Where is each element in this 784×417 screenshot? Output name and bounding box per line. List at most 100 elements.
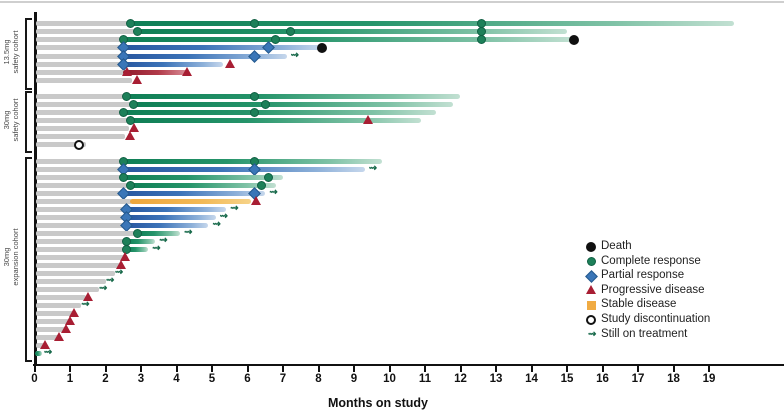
still-on-treatment-icon: ⇝ <box>159 235 168 246</box>
x-axis-tick <box>424 366 426 372</box>
lead-in-bar <box>36 20 133 26</box>
legend-icon-box <box>584 269 598 283</box>
complete-response-icon <box>257 180 267 190</box>
still-on-treatment-icon: ⇝ <box>81 299 90 310</box>
legend-label: Death <box>601 240 632 252</box>
cohort-bracket <box>25 91 32 154</box>
x-axis-tick <box>601 366 604 372</box>
lead-in-bar <box>36 158 126 164</box>
lead-in-bar <box>36 93 129 99</box>
legend-label: Partial response <box>601 269 685 282</box>
complete-response-icon <box>271 35 281 45</box>
cohort-label-line: 30mg <box>2 247 11 267</box>
x-axis-tick <box>104 366 107 372</box>
swimmer-bar-blue <box>126 206 227 212</box>
lead-in-bar <box>36 222 129 228</box>
progressive-disease-icon <box>363 114 374 124</box>
x-axis-tick <box>317 366 320 372</box>
swimmer-bar-green <box>126 246 149 252</box>
lead-in-bar <box>36 262 120 268</box>
lead-in-bar <box>36 214 129 220</box>
cohort-bracket <box>25 18 32 90</box>
complete-response-icon <box>250 91 260 101</box>
legend-icon-box: ⇝ <box>584 328 598 342</box>
still-on-treatment-icon: ⇝ <box>230 203 239 214</box>
progressive-disease-icon <box>116 259 127 269</box>
x-axis-title: Months on study <box>328 396 428 410</box>
x-axis-tick-label: 19 <box>702 372 716 385</box>
x-axis-tick <box>637 366 639 372</box>
lead-in-bar <box>36 109 126 115</box>
complete-response-icon <box>285 26 295 36</box>
x-axis-tick-label: 3 <box>137 372 145 385</box>
x-axis-tick-label: 16 <box>596 372 609 385</box>
progressive-disease-icon <box>132 75 143 85</box>
figure-top-rule <box>0 1 784 3</box>
swimmer-bar-green <box>137 28 567 34</box>
progressive-disease-icon <box>121 67 132 77</box>
swimmer-bar-green <box>126 93 461 99</box>
x-axis-tick-label: 0 <box>31 372 38 385</box>
x-axis-tick-label: 12 <box>454 372 467 385</box>
progressive-disease-icon <box>54 331 65 341</box>
lead-in-bar <box>36 28 140 34</box>
x-axis-tick <box>282 366 284 372</box>
still-on-treatment-icon: ⇝ <box>98 283 108 294</box>
legend-item-death: Death <box>584 240 744 254</box>
lead-in-bar <box>36 190 126 196</box>
legend-item-disc: Study discontinuation <box>584 313 744 327</box>
x-axis-tick <box>388 366 391 372</box>
progressive-disease-icon <box>61 323 72 333</box>
stable-disease-icon <box>586 300 596 310</box>
lead-in-bar <box>36 78 133 84</box>
lead-in-bar <box>36 70 126 76</box>
still-on-treatment-icon: ⇝ <box>114 267 124 278</box>
x-axis-tick <box>353 366 355 372</box>
lead-in-bar <box>36 45 126 51</box>
partial-response-icon <box>584 269 598 283</box>
legend-icon-box <box>584 240 598 254</box>
x-axis-tick <box>246 366 249 372</box>
lead-in-bar <box>36 238 129 244</box>
x-axis-tick-label: 9 <box>350 372 358 385</box>
progressive-disease-icon <box>40 339 51 349</box>
cohort-label-line: expansion cohort <box>11 228 20 286</box>
cohort-label: 30mg expansion cohort <box>2 207 20 307</box>
swimmer-bar-green <box>126 238 156 244</box>
progressive-disease-icon <box>586 285 596 295</box>
complete-response-icon <box>125 18 135 28</box>
lead-in-bar <box>36 318 71 324</box>
death-marker-icon <box>569 34 580 45</box>
x-axis-tick-label: 14 <box>525 372 538 385</box>
lead-in-bar <box>36 206 129 212</box>
lead-in-bar <box>36 294 87 300</box>
progressive-disease-icon <box>68 307 79 317</box>
y-axis-line <box>34 12 37 364</box>
lead-in-bar <box>36 270 115 276</box>
complete-response-icon <box>132 26 142 36</box>
lead-in-bar <box>36 198 133 204</box>
cohort-bracket <box>25 156 32 362</box>
x-axis-tick <box>530 366 533 372</box>
still-on-treatment-icon: ⇝ <box>219 211 229 222</box>
legend-icon-box <box>584 313 598 327</box>
death-marker-icon <box>586 242 596 252</box>
x-axis-tick <box>459 366 462 372</box>
x-axis-tick <box>33 366 36 372</box>
complete-response-icon <box>260 99 270 109</box>
progressive-disease-icon <box>65 315 75 325</box>
legend-item-sd: Stable disease <box>584 298 744 312</box>
swimmer-bar-red <box>123 70 188 76</box>
complete-response-icon <box>250 18 260 28</box>
lead-in-bar <box>36 117 133 123</box>
x-axis-tick <box>495 366 497 372</box>
x-axis-tick-label: 7 <box>279 372 287 385</box>
lead-in-bar <box>36 142 87 148</box>
cohort-label: 30mg safety cohort <box>2 70 20 170</box>
still-on-treatment-icon: ⇝ <box>184 227 193 238</box>
lead-in-bar <box>36 182 133 188</box>
swimmer-bar-blue <box>123 45 323 51</box>
still-on-treatment-icon: ⇝ <box>106 275 115 286</box>
